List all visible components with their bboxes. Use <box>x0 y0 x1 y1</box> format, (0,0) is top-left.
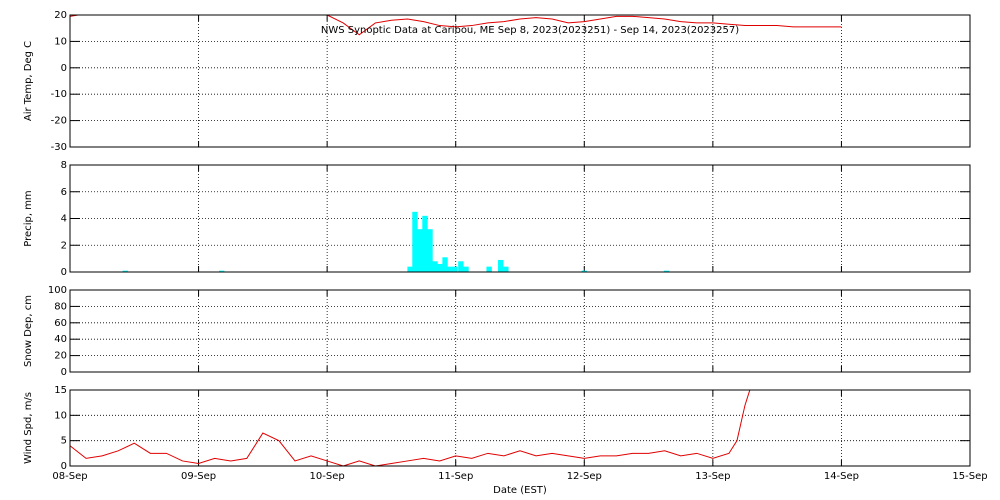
bar <box>442 257 448 272</box>
data-line <box>70 390 751 466</box>
x-axis-label: Date (EST) <box>493 485 547 496</box>
bar <box>412 211 418 272</box>
y-tick-label: 60 <box>54 318 67 329</box>
y-tick-label: -20 <box>51 116 67 127</box>
y-tick-label: 15 <box>54 385 67 396</box>
y-tick-label: 40 <box>54 334 67 345</box>
bar <box>219 270 225 272</box>
y-axis-label: Air Temp, Deg C <box>23 41 34 121</box>
y-tick-label: 10 <box>54 36 67 47</box>
x-tick-label: 13-Sep <box>695 471 730 482</box>
y-axis-label: Precip, mm <box>23 190 34 246</box>
y-tick-label: 0 <box>61 461 67 472</box>
bar <box>422 215 428 272</box>
bar <box>486 266 492 272</box>
y-tick-label: 5 <box>61 436 67 447</box>
y-tick-label: 100 <box>48 285 67 296</box>
bar <box>452 266 458 272</box>
y-tick-label: 10 <box>54 410 67 421</box>
bar <box>581 270 587 272</box>
x-tick-label: 09-Sep <box>181 471 216 482</box>
y-tick-label: 20 <box>54 351 67 362</box>
plot-frame <box>69 289 971 373</box>
bar <box>432 261 438 272</box>
y-tick-label: 4 <box>61 214 67 225</box>
y-tick-label: 2 <box>61 240 67 251</box>
y-axis-label: Wind Spd, m/s <box>23 392 34 464</box>
bar <box>407 266 413 272</box>
bar <box>427 229 433 272</box>
chart-title: NWS Synoptic Data at Caribou, ME Sep 8, … <box>321 25 739 36</box>
y-tick-label: 6 <box>61 187 67 198</box>
y-tick-label: 20 <box>54 10 67 21</box>
bar <box>458 261 464 272</box>
plot-frame <box>69 389 971 467</box>
y-tick-label: 80 <box>54 301 67 312</box>
x-tick-label: 15-Sep <box>952 471 987 482</box>
x-tick-label: 12-Sep <box>567 471 602 482</box>
bar <box>663 270 670 272</box>
bar <box>437 263 443 272</box>
bar <box>447 266 453 272</box>
bar <box>122 270 128 272</box>
plot-frame <box>69 164 971 273</box>
y-tick-label: -30 <box>51 142 67 153</box>
y-tick-label: 0 <box>61 63 67 74</box>
y-tick-label: -10 <box>51 89 67 100</box>
x-tick-label: 10-Sep <box>310 471 345 482</box>
x-tick-label: 11-Sep <box>438 471 473 482</box>
x-tick-label: 14-Sep <box>824 471 859 482</box>
bar <box>498 259 504 272</box>
y-tick-label: 0 <box>61 367 67 378</box>
data-line <box>70 15 842 36</box>
y-axis-label: Snow Dep, cm <box>23 295 34 367</box>
bar <box>503 266 509 272</box>
y-tick-label: 0 <box>61 267 67 278</box>
y-tick-label: 8 <box>61 160 67 171</box>
plot-frame <box>69 14 971 148</box>
bar <box>417 229 423 272</box>
bar <box>463 266 469 272</box>
x-tick-label: 08-Sep <box>52 471 87 482</box>
